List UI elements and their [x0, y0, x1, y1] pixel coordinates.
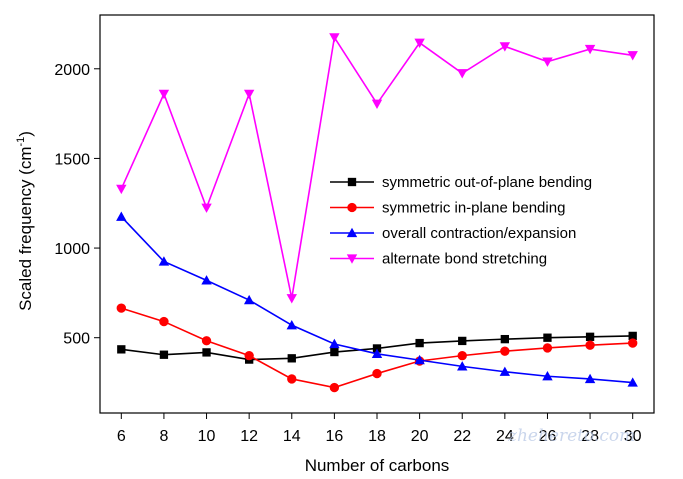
data-point	[329, 382, 340, 393]
data-point	[414, 38, 425, 48]
data-point	[499, 366, 511, 376]
x-tick-label: 30	[624, 428, 642, 445]
data-point	[542, 57, 553, 67]
x-tick-label: 28	[581, 428, 599, 445]
data-point	[159, 316, 169, 327]
data-point	[585, 332, 595, 341]
data-point	[159, 350, 169, 359]
data-point	[287, 354, 296, 363]
y-tick-label: 1500	[54, 151, 90, 168]
x-tick-label: 18	[368, 428, 386, 445]
x-tick-label: 20	[411, 428, 429, 445]
x-tick-label: 12	[240, 428, 258, 445]
data-point	[500, 334, 510, 344]
y-tick-label: 1000	[54, 241, 90, 258]
y-axis-title-superscript: -1	[15, 137, 27, 147]
legend-label: symmetric in-plane bending	[382, 200, 565, 217]
legend-label: alternate bond stretching	[382, 251, 547, 268]
data-point	[116, 211, 127, 221]
y-axis: 500 1000 1500 2000	[54, 62, 100, 348]
series-layer	[116, 33, 638, 393]
x-tick-label: 16	[325, 428, 343, 445]
data-point	[243, 294, 255, 305]
x-tick-label: 6	[117, 428, 126, 445]
series-3	[116, 33, 638, 304]
legend-marker	[346, 227, 358, 238]
data-point	[457, 350, 467, 361]
data-point	[371, 348, 383, 358]
data-point	[628, 338, 638, 348]
data-point	[372, 344, 382, 353]
data-point	[627, 51, 638, 61]
data-point	[243, 89, 255, 100]
x-axis-title: Number of carbons	[305, 456, 450, 475]
data-point	[542, 371, 553, 381]
data-point	[500, 346, 510, 356]
legend-marker	[347, 177, 357, 187]
y-tick-label: 500	[63, 331, 90, 348]
data-point	[457, 361, 468, 371]
data-point	[584, 44, 596, 55]
data-point	[499, 42, 511, 52]
y-tick-label: 2000	[54, 62, 90, 79]
data-point	[116, 184, 127, 195]
watermark-text: zhehereto.com	[507, 426, 635, 446]
y-axis-title-main: Scaled frequency (cm	[16, 147, 35, 311]
x-tick-label: 8	[159, 428, 168, 445]
data-point	[202, 348, 211, 357]
data-point	[542, 343, 553, 353]
data-point	[244, 350, 254, 361]
series-2	[116, 211, 638, 387]
data-point	[117, 345, 126, 354]
data-point	[330, 347, 339, 357]
data-point	[286, 319, 297, 330]
data-point	[585, 340, 595, 350]
legend: symmetric out-of-plane bending symmetric …	[330, 174, 592, 268]
data-point	[158, 256, 170, 266]
y-axis-title: Scaled frequency (cm-1)	[15, 131, 35, 311]
x-tick-label: 14	[283, 428, 301, 445]
data-point	[584, 373, 596, 384]
x-tick-label: 24	[496, 428, 514, 445]
legend-marker	[347, 202, 357, 213]
data-point	[201, 203, 212, 213]
data-point	[329, 33, 340, 43]
series-1	[116, 303, 638, 393]
data-point	[286, 294, 297, 304]
y-axis-title-close: )	[16, 131, 35, 137]
x-tick-label: 26	[539, 428, 557, 445]
series-line	[120, 35, 633, 299]
x-tick-label: 22	[453, 428, 471, 445]
data-point	[329, 338, 340, 349]
data-point	[543, 333, 552, 342]
data-point	[372, 368, 382, 379]
data-point	[371, 99, 383, 109]
legend-marker	[346, 254, 358, 264]
x-axis: 6 8 10 12 14 16 18 20 22 24 26 28 30	[117, 413, 642, 445]
data-point	[201, 275, 212, 285]
data-point	[116, 303, 126, 313]
data-point	[458, 336, 467, 346]
data-point	[415, 338, 424, 348]
data-point	[627, 377, 638, 387]
legend-label: overall contraction/expansion	[382, 225, 576, 242]
legend-label: symmetric out-of-plane bending	[382, 174, 592, 191]
data-point	[414, 354, 425, 365]
data-point	[287, 374, 297, 384]
data-point	[457, 69, 468, 79]
data-point	[158, 89, 170, 100]
x-tick-label: 10	[198, 428, 216, 445]
data-point	[628, 331, 637, 341]
data-point	[201, 336, 212, 346]
